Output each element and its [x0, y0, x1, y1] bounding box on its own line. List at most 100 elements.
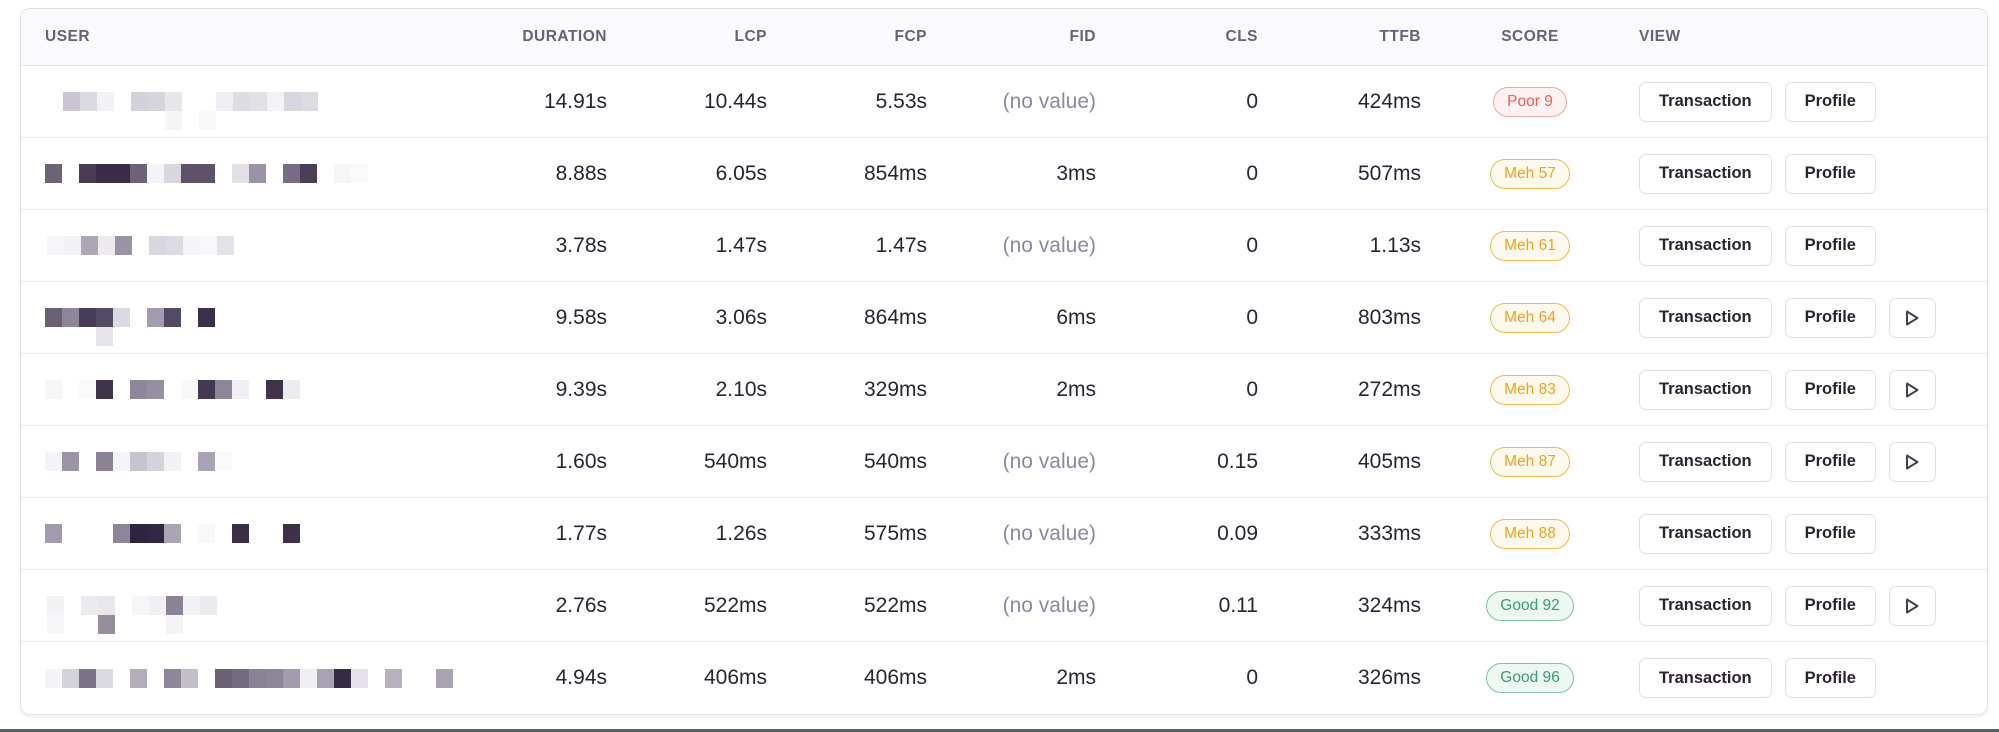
transaction-button[interactable]: Transaction — [1639, 513, 1772, 554]
col-header-duration[interactable]: DURATION — [522, 28, 607, 45]
redaction-block — [147, 524, 164, 543]
table-row: 1.77s 1.26s 575ms (no value) 0.09 333ms Meh 88… — [21, 498, 1987, 570]
transaction-button[interactable]: Transaction — [1639, 585, 1772, 626]
profile-button[interactable]: Profile — [1784, 297, 1876, 338]
redaction-block — [64, 615, 81, 634]
redaction-block — [216, 92, 233, 111]
replay-button[interactable] — [1888, 369, 1936, 410]
profile-button[interactable]: Profile — [1784, 585, 1876, 626]
redacted-line — [45, 524, 501, 543]
transaction-button[interactable]: Transaction — [1639, 297, 1772, 338]
redaction-block — [181, 452, 198, 471]
profile-button[interactable]: Profile — [1784, 369, 1876, 410]
redaction-block — [81, 596, 98, 615]
col-header-score[interactable]: SCORE — [1501, 28, 1559, 45]
col-header-cls[interactable]: CLS — [1225, 28, 1258, 45]
transaction-button[interactable]: Transaction — [1639, 441, 1772, 482]
table-row: 3.78s 1.47s 1.47s (no value) 0 1.13s Meh 61 Tra… — [21, 210, 1987, 282]
redaction-block — [98, 236, 115, 255]
duration-cell: 2.76s — [555, 593, 607, 617]
redaction-block — [62, 452, 79, 471]
redaction-block — [198, 308, 215, 327]
replay-button[interactable] — [1888, 297, 1936, 338]
score-badge: Meh 64 — [1490, 302, 1570, 333]
col-header-fcp[interactable]: FCP — [894, 28, 927, 45]
user-cell — [21, 236, 501, 255]
play-icon — [1906, 598, 1919, 613]
col-header-ttfb[interactable]: TTFB — [1379, 28, 1421, 45]
redacted-line — [45, 452, 501, 471]
transaction-button[interactable]: Transaction — [1639, 658, 1772, 698]
redaction-block — [62, 327, 79, 346]
score-cell: Meh 61 — [1445, 230, 1615, 261]
redaction-block — [147, 380, 164, 399]
redaction-block — [63, 111, 80, 130]
redaction-block — [97, 92, 114, 111]
redaction-block — [215, 524, 232, 543]
redacted-user — [47, 236, 501, 255]
replay-button[interactable] — [1888, 585, 1936, 626]
duration-cell: 9.39s — [555, 377, 607, 401]
transaction-button[interactable]: Transaction — [1639, 81, 1772, 122]
redaction-block — [147, 308, 164, 327]
redaction-block — [148, 111, 165, 130]
transaction-button[interactable]: Transaction — [1639, 153, 1772, 194]
replay-button[interactable] — [1888, 441, 1936, 482]
redaction-block — [81, 236, 98, 255]
redaction-block — [96, 164, 113, 183]
redaction-block — [147, 669, 164, 688]
redacted-line — [45, 308, 501, 327]
col-header-lcp[interactable]: LCP — [734, 28, 767, 45]
col-header-user[interactable]: USER — [45, 28, 91, 45]
redaction-block — [165, 111, 182, 130]
redacted-line — [45, 668, 501, 688]
redaction-block — [232, 524, 249, 543]
col-header-view[interactable]: VIEW — [1639, 28, 1681, 45]
redaction-block — [115, 236, 132, 255]
redacted-line — [47, 615, 183, 634]
transaction-button[interactable]: Transaction — [1639, 369, 1772, 410]
redaction-block — [166, 596, 183, 615]
redaction-block — [164, 668, 181, 688]
redaction-block — [419, 669, 436, 688]
col-header-fid[interactable]: FID — [1069, 28, 1096, 45]
redaction-block — [198, 164, 215, 183]
redaction-block — [130, 380, 147, 399]
view-cell: Transaction Profile — [1615, 441, 1987, 482]
duration-cell: 3.78s — [555, 233, 607, 257]
table-row: 14.91s 10.44s 5.53s (no value) 0 424ms Poor 9 T… — [21, 66, 1987, 138]
redaction-block — [198, 524, 215, 543]
ttfb-cell: 333ms — [1357, 521, 1421, 545]
redaction-block — [98, 615, 115, 634]
redaction-block — [232, 164, 249, 183]
profile-button[interactable]: Profile — [1784, 441, 1876, 482]
play-icon — [1906, 382, 1919, 397]
redaction-block — [80, 92, 97, 111]
score-cell: Meh 88 — [1445, 518, 1615, 549]
redaction-block — [181, 668, 198, 688]
redacted-line — [47, 596, 501, 615]
lcp-cell: 406ms — [703, 666, 767, 689]
redaction-block — [115, 615, 132, 634]
redaction-block — [164, 524, 181, 543]
cls-cell: 0.09 — [1217, 521, 1258, 545]
redaction-block — [266, 380, 283, 399]
fid-cell: 2ms — [1056, 666, 1096, 689]
profile-button[interactable]: Profile — [1784, 658, 1876, 698]
transaction-button[interactable]: Transaction — [1639, 225, 1772, 266]
redaction-block — [317, 164, 334, 183]
redaction-block — [215, 668, 232, 688]
profile-button[interactable]: Profile — [1784, 225, 1876, 266]
profile-button[interactable]: Profile — [1784, 153, 1876, 194]
redaction-block — [96, 308, 113, 327]
score-badge: Meh 57 — [1490, 158, 1570, 189]
redaction-block — [130, 164, 147, 183]
table-row: 9.39s 2.10s 329ms 2ms 0 272ms Meh 83 Transactio… — [21, 354, 1987, 426]
profile-button[interactable]: Profile — [1784, 81, 1876, 122]
redaction-block — [164, 452, 181, 471]
profile-button[interactable]: Profile — [1784, 513, 1876, 554]
table-header: USER DURATION LCP FCP FID CLS TTFB SCORE… — [21, 9, 1987, 66]
duration-cell: 9.58s — [555, 305, 607, 329]
score-badge: Meh 61 — [1490, 230, 1570, 261]
redaction-block — [81, 615, 98, 634]
